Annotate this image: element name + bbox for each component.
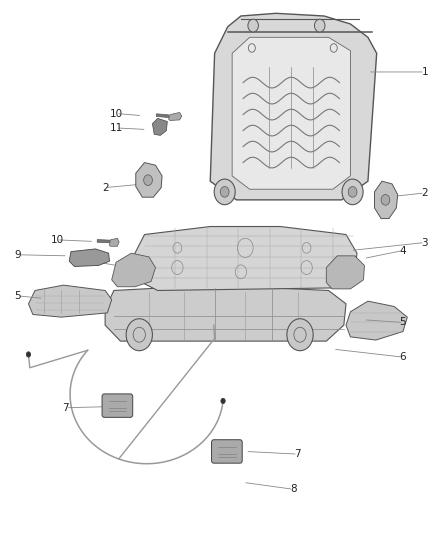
Polygon shape <box>112 253 155 287</box>
Text: 11: 11 <box>110 123 123 133</box>
Text: 5: 5 <box>14 291 21 301</box>
Polygon shape <box>152 118 167 135</box>
Text: 10: 10 <box>110 109 123 118</box>
Polygon shape <box>28 285 112 317</box>
Polygon shape <box>69 249 110 266</box>
Polygon shape <box>136 163 162 197</box>
Polygon shape <box>232 37 350 189</box>
Circle shape <box>26 352 31 357</box>
Text: 5: 5 <box>399 318 406 327</box>
FancyBboxPatch shape <box>102 394 133 417</box>
FancyArrow shape <box>97 240 110 243</box>
Text: 4: 4 <box>399 246 406 255</box>
Circle shape <box>214 179 235 205</box>
Circle shape <box>248 19 258 32</box>
Polygon shape <box>374 181 398 219</box>
Circle shape <box>126 319 152 351</box>
Text: 9: 9 <box>14 250 21 260</box>
Circle shape <box>314 19 325 32</box>
Text: 1: 1 <box>421 67 428 77</box>
Text: 6: 6 <box>399 352 406 362</box>
Text: 7: 7 <box>294 449 301 459</box>
Polygon shape <box>210 13 377 200</box>
Polygon shape <box>169 112 182 120</box>
Polygon shape <box>110 238 119 246</box>
Text: 2: 2 <box>102 183 109 192</box>
Text: 7: 7 <box>62 403 69 413</box>
Text: 4: 4 <box>88 256 95 266</box>
Polygon shape <box>105 285 346 341</box>
FancyBboxPatch shape <box>212 440 242 463</box>
Circle shape <box>287 319 313 351</box>
Text: 3: 3 <box>421 238 428 247</box>
Circle shape <box>221 398 225 403</box>
Text: 8: 8 <box>290 484 297 494</box>
Circle shape <box>342 179 363 205</box>
FancyArrow shape <box>156 114 169 117</box>
Polygon shape <box>326 256 364 289</box>
Text: 2: 2 <box>421 188 428 198</box>
Circle shape <box>220 187 229 197</box>
Text: 10: 10 <box>50 235 64 245</box>
Circle shape <box>144 175 152 185</box>
Polygon shape <box>346 301 407 340</box>
Circle shape <box>348 187 357 197</box>
Circle shape <box>381 195 390 205</box>
Polygon shape <box>134 227 357 290</box>
